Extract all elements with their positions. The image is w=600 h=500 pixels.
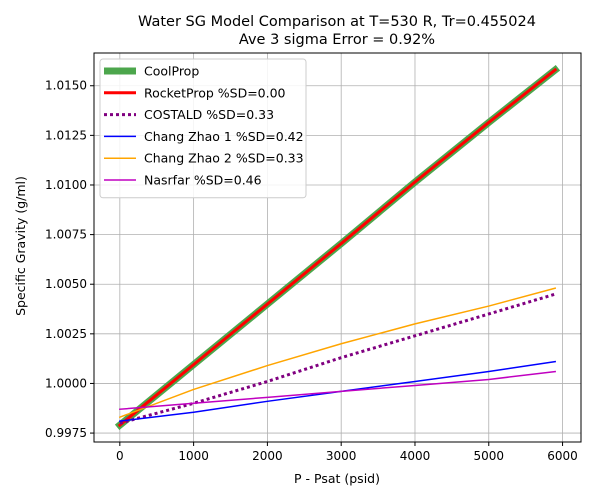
x-tick-label: 4000 [400, 449, 431, 463]
y-tick-label: 1.0125 [45, 128, 87, 142]
legend-label: COSTALD %SD=0.33 [144, 107, 274, 122]
series-line [119, 370, 557, 411]
series-line [117, 67, 558, 428]
legend-label: Chang Zhao 1 %SD=0.42 [144, 129, 304, 144]
series-line [119, 292, 556, 425]
x-tick-label: 1000 [178, 449, 209, 463]
x-tick-label: 5000 [473, 449, 504, 463]
series-line [118, 287, 557, 419]
legend-label: CoolProp [144, 64, 199, 79]
y-tick-label: 1.0050 [45, 277, 87, 291]
x-tick-label: 0 [116, 449, 124, 463]
plot-frame [93, 52, 582, 443]
chart-title: Water SG Model Comparison at T=530 R, Tr… [138, 14, 536, 30]
y-tick-label: 1.0075 [45, 228, 87, 242]
y-tick-label: 1.0000 [45, 376, 87, 390]
y-tick-label: 1.0100 [45, 178, 87, 192]
legend-label: RocketProp %SD=0.00 [144, 85, 286, 100]
ticks: 0 1000 2000 3000 4000 5000 6000 0.9975 1.0000 1.0… [45, 79, 578, 463]
chart-subtitle: Ave 3 sigma Error = 0.92% [239, 32, 435, 48]
x-axis-label: P - Psat (psid) [294, 471, 380, 486]
legend-box [99, 58, 307, 199]
legend: CoolProp RocketProp %SD=0.00 COSTALD %SD=0… [99, 58, 307, 199]
legend-label: Nasrfar %SD=0.46 [144, 173, 262, 188]
y-tick-label: 0.9975 [45, 426, 87, 440]
y-tick-label: 1.0025 [45, 327, 87, 341]
y-axis-label: Specific Gravity (g/ml) [13, 176, 28, 316]
series-layer [114, 64, 561, 431]
y-tick-label: 1.0150 [45, 79, 87, 93]
legend-label: Chang Zhao 2 %SD=0.33 [144, 151, 304, 166]
x-tick-label: 3000 [326, 449, 357, 463]
x-tick-label: 6000 [547, 449, 578, 463]
x-tick-label: 2000 [252, 449, 283, 463]
